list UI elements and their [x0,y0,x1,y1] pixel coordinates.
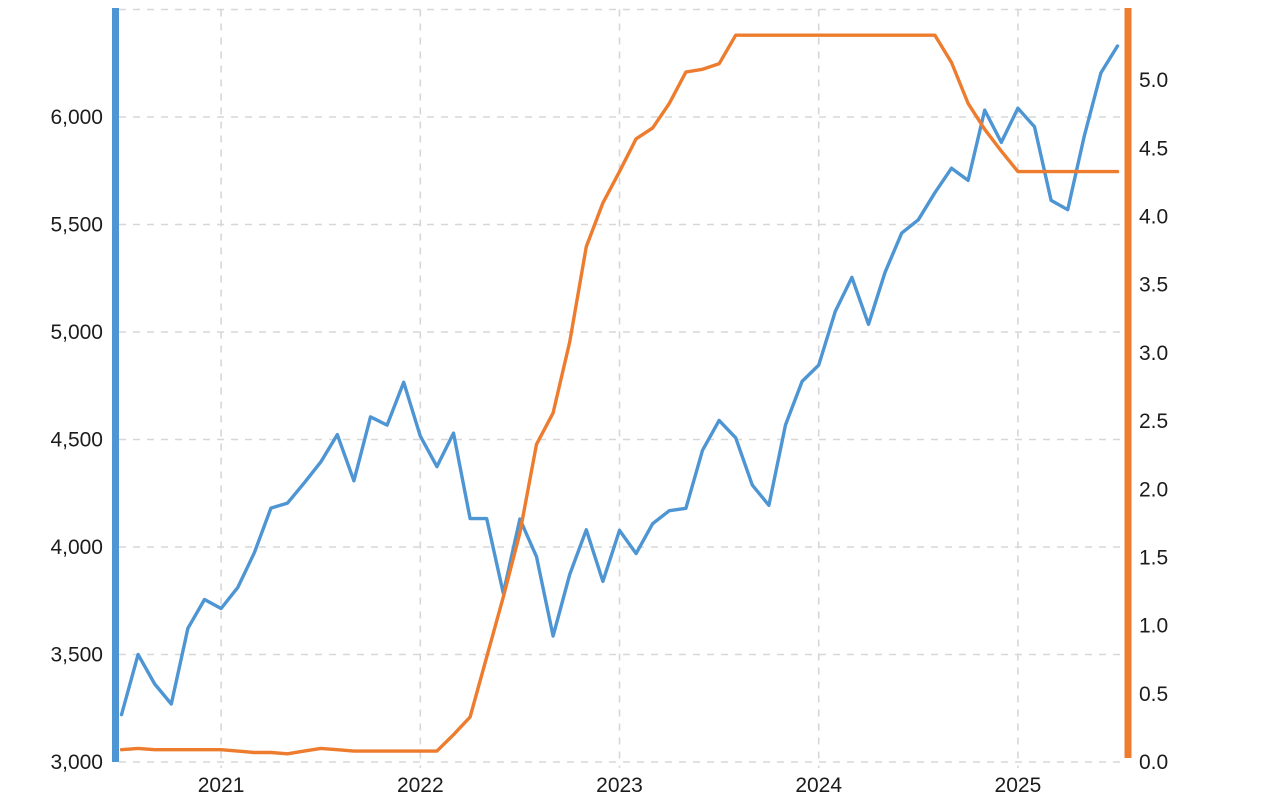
right-axis-tick-label: 4.0 [1139,206,1168,229]
left-axis-tick-label: 4,500 [50,429,103,452]
x-axis-year-label: 2023 [596,774,643,797]
left-axis-tick-label: 5,500 [50,214,103,237]
right-axis-tick-label: 1.5 [1139,546,1168,569]
right-axis-tick-label: 3.0 [1139,342,1168,365]
right-axis-tick-label: 4.5 [1139,137,1168,160]
right-axis-tick-label: 2.5 [1139,410,1168,433]
gridlines-layer [119,8,1124,768]
series-line-blue-index-series [119,44,1120,717]
right-axis-tick-label: 5.0 [1139,69,1168,92]
left-axis-tick-label: 5,000 [50,321,103,344]
labels-layer: 3,000 3,500 4,000 4,500 5,000 5,500 6,000 0.0 0.… [50,69,1168,797]
series-line-orange-rate-series [119,33,1120,756]
left-axis-tick-label: 6,000 [50,106,103,129]
right-axis-tick-label: 0.5 [1139,683,1168,706]
right-axis-tick-label: 1.0 [1139,615,1168,638]
right-axis-tick-label: 3.5 [1139,274,1168,297]
x-axis-year-label: 2022 [397,774,444,797]
series-layer [119,33,1120,756]
left-axis-bar [112,8,119,762]
left-axis-tick-label: 3,000 [50,751,103,774]
right-axis-tick-label: 0.0 [1139,751,1168,774]
right-axis-bar [1124,8,1132,758]
left-axis-tick-label: 3,500 [50,644,103,667]
x-axis-year-label: 2024 [795,774,842,797]
x-axis-year-label: 2021 [198,774,245,797]
right-axis-tick-label: 2.0 [1139,478,1168,501]
x-axis-year-label: 2025 [995,774,1042,797]
axes-layer [112,8,1132,762]
left-axis-tick-label: 4,000 [50,536,103,559]
